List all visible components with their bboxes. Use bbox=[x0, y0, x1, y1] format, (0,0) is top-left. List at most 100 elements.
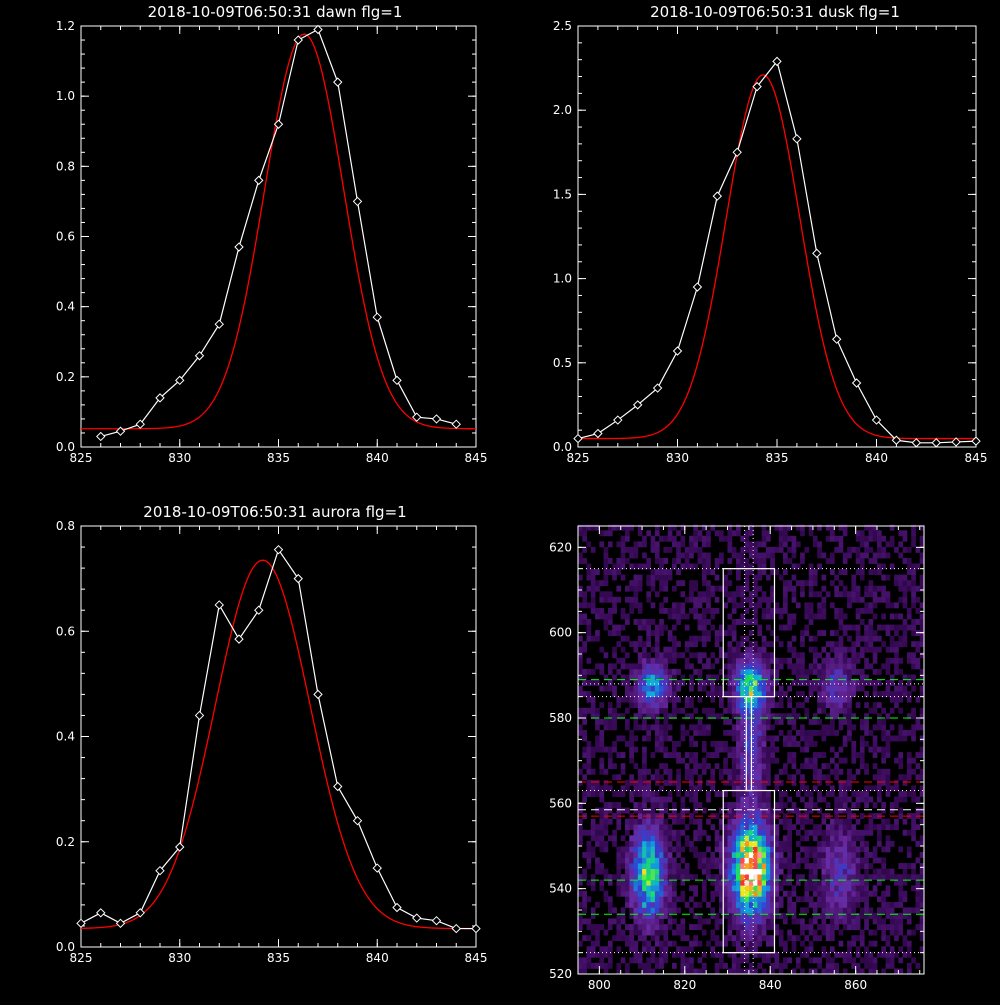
heatmap-cell bbox=[625, 779, 630, 786]
heatmap-cell bbox=[825, 896, 831, 903]
heatmap-cell bbox=[842, 874, 848, 881]
heatmap-cell bbox=[586, 962, 592, 969]
heatmap-cell bbox=[672, 624, 677, 631]
heatmap-cell bbox=[706, 558, 711, 564]
heatmap-cell bbox=[761, 802, 767, 808]
heatmap-cell bbox=[834, 863, 839, 869]
heatmap-cell bbox=[607, 680, 613, 686]
heatmap-cell bbox=[607, 707, 613, 714]
heatmap-cell bbox=[654, 846, 660, 853]
heatmap-cell bbox=[847, 779, 852, 786]
heatmap-cell bbox=[821, 707, 827, 714]
heatmap-cell bbox=[659, 874, 664, 881]
heatmap-cell bbox=[804, 763, 810, 770]
heatmap-cell bbox=[766, 940, 771, 947]
heatmap-cell bbox=[646, 924, 651, 930]
heatmap-cell bbox=[684, 768, 690, 775]
heatmap-cell bbox=[761, 696, 767, 703]
heatmap-cell bbox=[919, 835, 925, 842]
heatmap-cell bbox=[654, 735, 660, 742]
heatmap-cell bbox=[723, 907, 728, 914]
heatmap-cell bbox=[817, 962, 822, 969]
heatmap-cell bbox=[753, 674, 758, 681]
heatmap-cell bbox=[800, 896, 805, 903]
heatmap-cell bbox=[595, 613, 600, 620]
heatmap-cell bbox=[676, 652, 681, 659]
heatmap-cell bbox=[757, 574, 763, 581]
heatmap-cell bbox=[770, 968, 775, 975]
heatmap-cell bbox=[629, 946, 634, 953]
data-point bbox=[772, 56, 782, 67]
heatmap-cell bbox=[889, 840, 895, 847]
heatmap-cell bbox=[770, 835, 775, 842]
heatmap-cell bbox=[761, 824, 767, 831]
heatmap-cell bbox=[821, 735, 827, 742]
heatmap-cell bbox=[637, 907, 643, 914]
heatmap-cell bbox=[800, 724, 805, 731]
heatmap-cell bbox=[663, 713, 669, 720]
heatmap-cell bbox=[864, 918, 869, 925]
heatmap-cell bbox=[654, 913, 660, 919]
heatmap-cell bbox=[825, 957, 831, 964]
heatmap-cell bbox=[872, 724, 878, 731]
heatmap-cell bbox=[872, 890, 878, 897]
heatmap-cell bbox=[825, 691, 831, 697]
heatmap-cell bbox=[740, 735, 745, 742]
heatmap-cell bbox=[872, 741, 878, 747]
heatmap-cell bbox=[654, 668, 660, 675]
heatmap-cell bbox=[719, 907, 724, 914]
heatmap-cell bbox=[812, 913, 818, 919]
heatmap-cell bbox=[868, 852, 874, 858]
heatmap-cell bbox=[783, 824, 788, 831]
heatmap-cell bbox=[812, 846, 818, 853]
heatmap-cell bbox=[578, 768, 583, 775]
heatmap-cell bbox=[582, 729, 587, 736]
heatmap-cell bbox=[761, 591, 767, 598]
heatmap-cell bbox=[868, 913, 874, 919]
fit-curve bbox=[578, 74, 976, 440]
heatmap-cell bbox=[859, 541, 865, 548]
data-point bbox=[632, 400, 643, 410]
heatmap-cell bbox=[740, 829, 745, 836]
heatmap-cell bbox=[599, 613, 605, 620]
heatmap-cell bbox=[770, 596, 775, 603]
heatmap-cell bbox=[659, 668, 664, 675]
heatmap-cell bbox=[642, 835, 647, 842]
heatmap-cell bbox=[864, 896, 869, 903]
heatmap-cell bbox=[659, 652, 664, 659]
heatmap-cell bbox=[672, 752, 677, 758]
heatmap-cell bbox=[689, 957, 694, 964]
heatmap-cell bbox=[676, 530, 681, 537]
heatmap-cell bbox=[744, 829, 750, 836]
heatmap-cell bbox=[783, 840, 788, 847]
heatmap-cell bbox=[766, 668, 771, 675]
heatmap-cell bbox=[864, 718, 869, 725]
data-point bbox=[96, 431, 106, 442]
heatmap-cell bbox=[748, 857, 754, 864]
heatmap-cell bbox=[731, 546, 737, 553]
heatmap-cell bbox=[753, 552, 758, 559]
heatmap-cell bbox=[770, 630, 775, 636]
heatmap-cell bbox=[714, 713, 720, 720]
heatmap-cell bbox=[902, 913, 908, 919]
heatmap-cell bbox=[672, 829, 677, 836]
heatmap-cell bbox=[637, 524, 643, 531]
heatmap-cell bbox=[710, 691, 716, 697]
heatmap-cell bbox=[697, 535, 703, 542]
heatmap-cell bbox=[646, 929, 651, 936]
heatmap-cell bbox=[714, 835, 720, 842]
heatmap-cell bbox=[787, 619, 792, 625]
heatmap-cell bbox=[744, 824, 750, 831]
heatmap-cell bbox=[757, 729, 763, 736]
heatmap-cell bbox=[625, 691, 630, 697]
heatmap-cell bbox=[672, 879, 677, 886]
heatmap-cell bbox=[697, 968, 703, 975]
heatmap-cell bbox=[736, 757, 741, 764]
heatmap-cell bbox=[766, 602, 771, 609]
heatmap-cell bbox=[877, 835, 882, 842]
heatmap-cell bbox=[894, 913, 899, 919]
heatmap-cell bbox=[825, 702, 831, 709]
heatmap-cell bbox=[676, 541, 681, 548]
heatmap-cell bbox=[847, 635, 852, 642]
heatmap-cell bbox=[744, 818, 750, 825]
